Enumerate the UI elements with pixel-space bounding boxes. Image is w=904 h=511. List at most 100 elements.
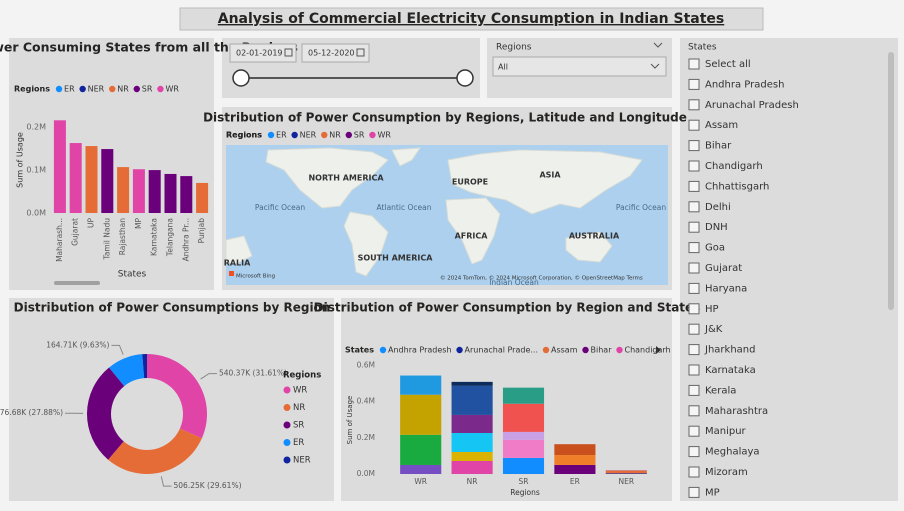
checkbox[interactable] xyxy=(688,466,700,478)
checkbox[interactable] xyxy=(688,201,700,213)
legend-next[interactable] xyxy=(656,346,661,354)
legend-label: Assam xyxy=(551,346,578,355)
checkbox[interactable] xyxy=(688,160,700,172)
bar-segment xyxy=(451,460,493,474)
map-label: AUSTRALIA xyxy=(569,232,620,241)
slicer-item: Mizoram xyxy=(705,467,748,478)
legend-marker xyxy=(79,85,86,93)
legend-marker xyxy=(283,421,291,429)
map-label: SOUTH AMERICA xyxy=(358,254,434,263)
checkbox[interactable] xyxy=(688,425,700,437)
checkbox[interactable] xyxy=(688,364,700,376)
x-tick-label: MP xyxy=(134,218,143,229)
checkbox[interactable] xyxy=(688,180,700,192)
x-tick-label: NER xyxy=(619,477,635,486)
legend-label: WR xyxy=(165,85,179,94)
bar-segment xyxy=(605,473,647,474)
slicer-item: Maharashtra xyxy=(705,406,768,417)
chevron[interactable] xyxy=(653,42,663,48)
legend-label: NER xyxy=(88,85,105,94)
bar xyxy=(180,176,193,213)
chevron[interactable] xyxy=(650,63,660,69)
legend-marker xyxy=(109,85,116,93)
legend-title: Regions xyxy=(14,85,50,94)
legend-label: SR xyxy=(293,421,304,431)
bar-segment xyxy=(605,470,647,474)
donut-slice xyxy=(147,354,208,439)
scrollbar[interactable] xyxy=(888,52,894,310)
checkbox[interactable] xyxy=(688,486,700,498)
leader-line xyxy=(200,373,217,380)
end-date: 05-12-2020 xyxy=(308,49,355,58)
legend-marker xyxy=(345,131,352,139)
legend-label: ER xyxy=(293,438,304,448)
x-tick-label: ER xyxy=(570,477,580,486)
checkbox[interactable] xyxy=(688,303,700,315)
x-tick-label: Andhra Pr... xyxy=(181,218,190,261)
checkbox[interactable] xyxy=(688,323,700,335)
checkbox[interactable] xyxy=(688,405,700,417)
bar-segment xyxy=(400,394,442,435)
checkbox[interactable] xyxy=(688,140,700,152)
bar-segment xyxy=(502,387,545,404)
slicer-item: Jharkhand xyxy=(704,345,755,356)
legend-label: Arunachal Prade... xyxy=(465,346,538,355)
calendar-icon[interactable] xyxy=(284,48,293,57)
map-label: AFRICA xyxy=(455,232,489,241)
bar-segment xyxy=(451,432,493,452)
legend-marker xyxy=(291,131,298,139)
checkbox[interactable] xyxy=(688,344,700,356)
legend-label: SR xyxy=(142,85,153,94)
map-attribution: © 2024 TomTom, © 2024 Microsoft Corporat… xyxy=(440,275,643,282)
legend-marker xyxy=(542,346,550,354)
calendar-icon[interactable] xyxy=(356,48,365,57)
x-tick-label: Gujarat xyxy=(71,218,80,246)
slider-handle[interactable] xyxy=(232,69,250,87)
checkbox[interactable] xyxy=(688,119,700,131)
panel xyxy=(9,298,334,501)
checkbox[interactable] xyxy=(688,446,700,458)
legend-title: Regions xyxy=(226,131,262,140)
date-box[interactable] xyxy=(229,43,297,63)
bar-segment xyxy=(554,464,596,474)
checkbox[interactable] xyxy=(688,99,700,111)
checkbox[interactable] xyxy=(688,242,700,254)
leader-line xyxy=(111,344,124,355)
legend-marker xyxy=(456,346,463,354)
checkbox[interactable] xyxy=(688,262,700,274)
map-label: Atlantic Ocean xyxy=(377,203,432,212)
checkbox[interactable] xyxy=(688,221,700,233)
header-box xyxy=(179,7,764,31)
slicer-item: MP xyxy=(705,487,720,498)
slicer-item: Kerala xyxy=(705,385,736,396)
legend-marker xyxy=(267,131,275,139)
legend-label: Bihar xyxy=(591,346,613,355)
dropdown[interactable] xyxy=(492,56,667,77)
slicer-item: Bihar xyxy=(705,141,732,152)
checkbox[interactable] xyxy=(688,282,700,294)
slicer-item: HP xyxy=(705,304,719,315)
checkbox[interactable] xyxy=(688,78,700,90)
map-label: Indian Ocean xyxy=(489,278,539,287)
legend-marker xyxy=(616,346,623,354)
legend-marker xyxy=(283,439,291,446)
date-box[interactable] xyxy=(301,43,370,63)
scrollbar[interactable] xyxy=(54,281,100,285)
legend-marker xyxy=(283,456,291,464)
checkbox[interactable] xyxy=(688,58,700,70)
legend-label: NR xyxy=(329,131,341,140)
slicer-item: Select all xyxy=(705,59,751,70)
bar xyxy=(85,146,98,213)
x-tick-label: NR xyxy=(467,477,478,486)
x-tick-label: UP xyxy=(87,218,96,228)
data-label: 506.25K (29.61%) xyxy=(174,481,242,490)
map-label: RALIA xyxy=(224,259,251,268)
bar-segment xyxy=(451,385,493,415)
chart-title: Distribution of Power Consumption by Reg… xyxy=(314,301,701,315)
x-tick-label: Telangana xyxy=(166,218,175,257)
checkbox[interactable] xyxy=(688,384,700,396)
slider-handle[interactable] xyxy=(456,69,474,87)
map-label: Pacific Ocean xyxy=(255,203,305,212)
slicer-item: Delhi xyxy=(705,202,731,213)
